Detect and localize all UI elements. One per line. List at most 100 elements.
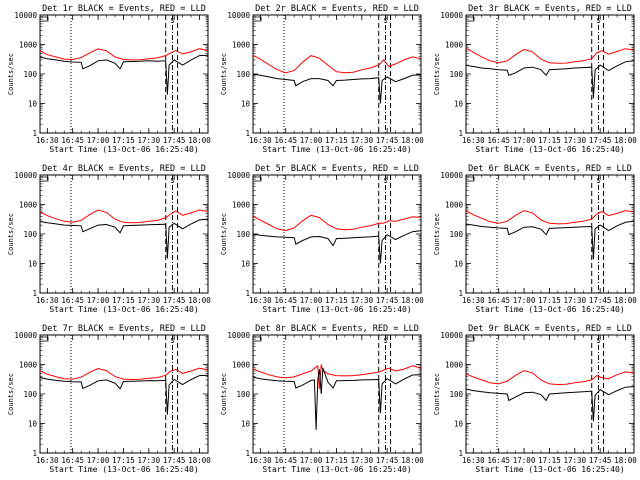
events-series-line — [40, 54, 208, 95]
x-tick-label: 16:45 — [274, 136, 297, 145]
corner-bracket — [468, 16, 475, 22]
y-tick-label: 10000 — [227, 331, 250, 340]
chart-title: Det 7r BLACK = Events, RED = LLD — [42, 324, 206, 334]
events-series-line — [466, 386, 634, 422]
corner-bracket — [468, 176, 475, 182]
panel-7: Det 7r BLACK = Events, RED = LLD 1 10 100 10… — [7, 324, 211, 474]
x-tick-label: 17:30 — [351, 296, 374, 305]
x-tick-label: 16:45 — [274, 456, 297, 465]
lld-series-line — [466, 370, 634, 386]
chart-title: Det 2r BLACK = Events, RED = LLD — [255, 4, 419, 14]
marker-label: S — [170, 17, 174, 25]
chart-title: Det 6r BLACK = Events, RED = LLD — [468, 164, 632, 174]
x-tick-label: 17:30 — [138, 296, 161, 305]
x-tick-label: 18:00 — [188, 136, 211, 145]
events-series-line — [466, 60, 634, 99]
x-tick-label: 16:45 — [487, 456, 510, 465]
lld-series-line — [466, 47, 634, 64]
marker-label: S — [383, 337, 387, 345]
lld-series-line — [466, 210, 634, 225]
y-tick-label: 100 — [23, 70, 37, 79]
plot-frame — [39, 14, 209, 134]
y-tick-label: 10000 — [440, 331, 463, 340]
x-tick-label: 17:15 — [538, 456, 561, 465]
x-tick-label: 17:30 — [138, 456, 161, 465]
y-tick-label: 10000 — [227, 11, 250, 20]
marker-label: S — [170, 177, 174, 185]
lld-series-line — [253, 364, 421, 389]
y-tick-label: 1 — [32, 449, 37, 458]
x-tick-label: 17:00 — [513, 296, 536, 305]
x-tick-label: 17:15 — [538, 136, 561, 145]
y-tick-label: 10000 — [14, 11, 37, 20]
y-tick-label: 10 — [241, 420, 251, 429]
y-tick-label: 10000 — [440, 171, 463, 180]
x-tick-label: 17:45 — [163, 136, 186, 145]
chart-title: Det 3r BLACK = Events, RED = LLD — [468, 4, 632, 14]
chart-title: Det 4r BLACK = Events, RED = LLD — [42, 164, 206, 174]
y-tick-label: 1 — [32, 129, 37, 138]
x-tick-label: 17:00 — [87, 136, 110, 145]
events-series-line — [40, 218, 208, 259]
panel-5: Det 5r BLACK = Events, RED = LLD 1 10 100 10… — [220, 164, 424, 314]
y-axis-label: Counts/sec — [433, 213, 441, 255]
x-tick-label: 18:00 — [614, 456, 637, 465]
x-tick-label: 16:30 — [36, 136, 59, 145]
panel-9: Det 9r BLACK = Events, RED = LLD 1 10 100 10… — [433, 324, 637, 474]
x-tick-label: 16:30 — [36, 456, 59, 465]
x-tick-label: 17:30 — [564, 296, 587, 305]
marker-label: S — [383, 17, 387, 25]
y-tick-label: 100 — [449, 230, 463, 239]
x-tick-label: 16:30 — [462, 136, 485, 145]
x-tick-label: 17:30 — [351, 136, 374, 145]
panel-1: Det 1r BLACK = Events, RED = LLD 1 10 100 10… — [7, 4, 211, 154]
x-tick-label: 17:45 — [163, 296, 186, 305]
x-tick-label: 17:00 — [300, 296, 323, 305]
panel-6: Det 6r BLACK = Events, RED = LLD 1 10 100 10… — [433, 164, 637, 314]
y-tick-label: 100 — [449, 390, 463, 399]
y-axis-label: Counts/sec — [220, 53, 228, 95]
x-axis-label: Start Time (13-Oct-06 16:25:40) — [49, 465, 198, 474]
x-tick-label: 16:30 — [249, 296, 272, 305]
y-tick-label: 10 — [28, 420, 38, 429]
y-tick-label: 10 — [28, 100, 38, 109]
y-tick-label: 100 — [23, 230, 37, 239]
panel-2: Det 2r BLACK = Events, RED = LLD 1 10 100 10… — [220, 4, 424, 154]
x-tick-label: 18:00 — [401, 456, 424, 465]
y-tick-label: 100 — [236, 390, 250, 399]
x-tick-label: 17:30 — [564, 136, 587, 145]
plot-frame — [465, 14, 635, 134]
corner-bracket — [468, 336, 475, 342]
x-tick-label: 16:30 — [36, 296, 59, 305]
x-tick-label: 17:45 — [376, 456, 399, 465]
x-axis-label: Start Time (13-Oct-06 16:25:40) — [49, 305, 198, 314]
y-tick-label: 1000 — [445, 41, 464, 50]
x-tick-label: 17:45 — [589, 456, 612, 465]
x-axis-label: Start Time (13-Oct-06 16:25:40) — [475, 145, 624, 154]
x-tick-label: 18:00 — [401, 136, 424, 145]
y-tick-label: 1000 — [232, 361, 251, 370]
x-tick-label: 17:15 — [325, 136, 348, 145]
plot-frame — [39, 174, 209, 294]
y-axis-label: Counts/sec — [433, 373, 441, 415]
events-series-line — [253, 368, 421, 431]
y-axis-label: Counts/sec — [7, 373, 15, 415]
x-tick-label: 17:00 — [513, 456, 536, 465]
corner-bracket — [42, 176, 49, 182]
x-tick-label: 17:30 — [351, 456, 374, 465]
x-tick-label: 18:00 — [188, 296, 211, 305]
x-tick-label: 17:15 — [538, 296, 561, 305]
x-tick-label: 16:45 — [274, 296, 297, 305]
x-tick-label: 17:15 — [325, 296, 348, 305]
lld-series-line — [40, 209, 208, 224]
y-tick-label: 1 — [458, 449, 463, 458]
corner-bracket — [255, 16, 262, 22]
marker-label: S — [596, 17, 600, 25]
x-tick-label: 16:30 — [249, 136, 272, 145]
y-tick-label: 1 — [245, 449, 250, 458]
y-axis-label: Counts/sec — [433, 53, 441, 95]
x-tick-label: 16:45 — [487, 296, 510, 305]
y-tick-label: 1000 — [232, 201, 251, 210]
y-axis-label: Counts/sec — [7, 53, 15, 95]
